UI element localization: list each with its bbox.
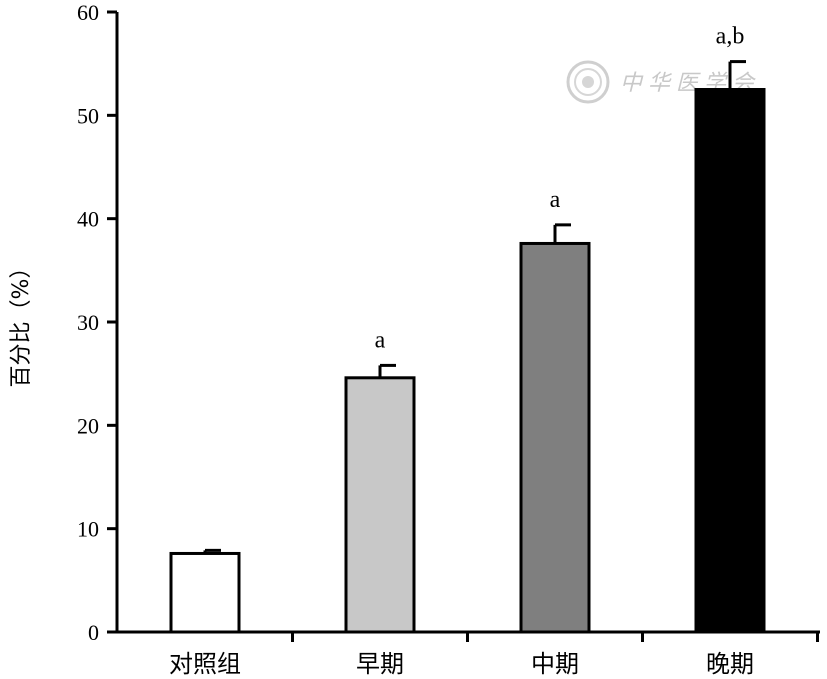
significance-label: a [550,187,561,213]
x-category-label: 中期 [531,650,579,678]
x-category-label: 早期 [356,650,404,678]
bar [694,88,766,634]
x-category-label: 对照组 [169,650,241,678]
y-tick-label: 40 [77,207,99,232]
y-axis-label: 百分比（%） [9,257,34,388]
y-tick-label: 30 [77,310,99,335]
society-seal-icon [566,60,610,104]
significance-label: a,b [716,24,745,50]
y-tick-label: 0 [88,620,99,645]
y-tick-label: 50 [77,103,99,128]
bar [344,376,416,634]
significance-label: a [375,327,386,353]
y-tick-label: 60 [77,0,99,25]
y-tick-label: 10 [77,517,99,542]
y-tick-label: 20 [77,413,99,438]
bar [519,241,591,634]
bar [169,551,241,634]
watermark: 中华医学会 [566,60,754,104]
x-category-label: 晚期 [706,650,754,678]
